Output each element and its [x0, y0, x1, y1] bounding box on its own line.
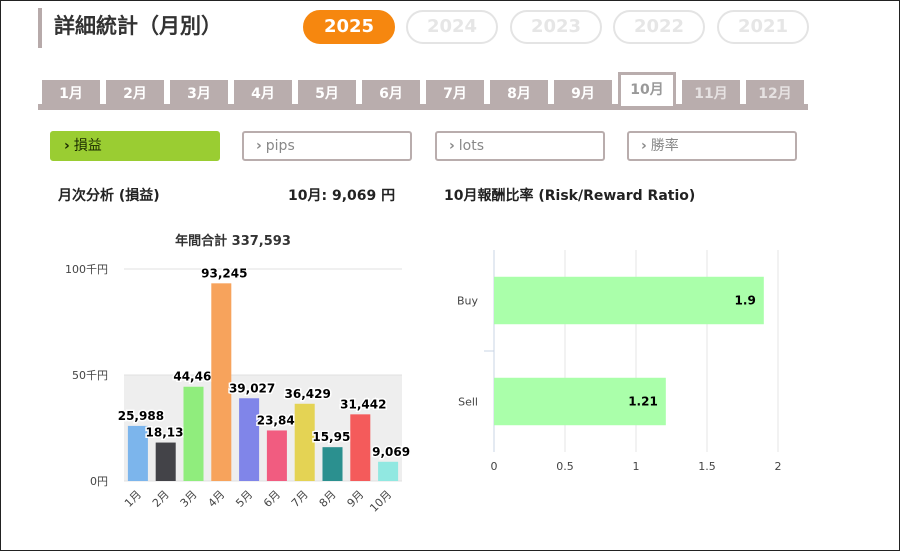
y-tick-label: 0円 — [90, 475, 108, 488]
month-tabs-baseline — [38, 104, 808, 110]
bar-Sell — [494, 377, 666, 426]
x-tick-label: 2 — [775, 460, 782, 473]
year-tab-2022[interactable]: 2022 — [613, 10, 705, 44]
x-tick-label: 7月 — [289, 488, 311, 510]
year-tab-2025[interactable]: 2025 — [303, 10, 395, 44]
month-tab-3[interactable]: 3月 — [170, 80, 228, 108]
y-tick-label: 100千円 — [65, 263, 108, 276]
bar-1月 — [127, 425, 148, 481]
metric-button-label: 損益 — [73, 138, 102, 154]
bar-4月 — [211, 283, 232, 481]
y-tick-label: 50千円 — [72, 369, 108, 382]
month-tab-9[interactable]: 9月 — [554, 80, 612, 108]
year-tab-2024[interactable]: 2024 — [406, 10, 498, 44]
data-label: 1.21 — [628, 395, 658, 409]
x-tick-label: 0.5 — [556, 460, 574, 473]
y-tick-label: Sell — [458, 396, 478, 409]
data-label: 9,069 — [372, 445, 410, 459]
x-tick-label: 2月 — [150, 488, 172, 510]
monthly-summary: 10月: 9,069 円 — [288, 188, 396, 204]
bar-9月 — [350, 414, 371, 481]
year-tab-2023[interactable]: 2023 — [510, 10, 602, 44]
chevron-right-icon: › — [641, 138, 647, 154]
bar-6月 — [266, 430, 287, 481]
x-tick-label: 1.5 — [698, 460, 716, 473]
bar-7月 — [294, 403, 315, 481]
x-tick-label: 5月 — [233, 488, 255, 510]
chart-title: 年間合計 337,593 — [175, 233, 291, 249]
year-tab-2021[interactable]: 2021 — [717, 10, 809, 44]
metric-button-label: pips — [265, 138, 295, 154]
x-tick-label: 9月 — [345, 488, 367, 510]
title-bar: 詳細統計（月別） — [38, 8, 222, 48]
data-label: 39,027 — [229, 381, 275, 395]
x-tick-label: 1月 — [122, 488, 144, 510]
x-tick-label: 1 — [633, 460, 640, 473]
month-tab-4[interactable]: 4月 — [234, 80, 292, 108]
year-tab-label: 2021 — [737, 16, 789, 37]
data-label: 1.9 — [735, 294, 756, 308]
metric-button-lots[interactable]: › lots — [435, 131, 605, 161]
month-tab-1[interactable]: 1月 — [42, 80, 100, 108]
month-tab-5[interactable]: 5月 — [298, 80, 356, 108]
bar-Buy — [494, 276, 764, 325]
bar-5月 — [239, 398, 260, 481]
x-tick-label: 3月 — [178, 488, 200, 510]
risk-reward-chart: 0 0.5 1 1.5 2 1.9 Buy 1.21 Sell — [457, 250, 782, 473]
data-label: 93,245 — [201, 266, 247, 280]
month-tab-6[interactable]: 6月 — [362, 80, 420, 108]
monthly-profit-chart: 年間合計 337,593 0円 50千円 100千円 25,988 1月 18,132 2月 4… — [65, 233, 412, 515]
data-label: 44,462 — [173, 370, 219, 384]
month-tab-2[interactable]: 2月 — [106, 80, 164, 108]
data-label: 31,442 — [340, 397, 386, 411]
x-tick-label: 8月 — [317, 488, 339, 510]
metric-button-label: 勝率 — [650, 138, 679, 154]
month-tabs: 1月 2月 3月 4月 5月 6月 7月 8月 9月 10月 11月 12月 — [38, 72, 808, 108]
year-tab-label: 2024 — [426, 16, 478, 37]
monthly-analysis-heading: 月次分析 (損益) — [58, 188, 160, 204]
data-label: 25,988 — [118, 409, 164, 423]
ratio-heading: 10月報酬比率 (Risk/Reward Ratio) — [444, 188, 696, 204]
x-tick-label: 0 — [491, 460, 498, 473]
data-label: 18,132 — [146, 426, 192, 440]
year-tab-label: 2022 — [633, 16, 685, 37]
metric-button-pips[interactable]: › pips — [242, 131, 412, 161]
bar-8月 — [322, 447, 343, 481]
x-tick-label: 10月 — [367, 488, 394, 515]
month-tab-7[interactable]: 7月 — [426, 80, 484, 108]
metric-button-label: lots — [458, 138, 485, 154]
year-tab-label: 2023 — [530, 16, 582, 37]
bar-2月 — [155, 442, 176, 481]
x-tick-label: 6月 — [261, 488, 283, 510]
bar-10月 — [378, 461, 399, 481]
chevron-right-icon: › — [256, 138, 262, 154]
page-title: 詳細統計（月別） — [54, 14, 222, 38]
metric-button-profit[interactable]: › 損益 — [50, 131, 220, 161]
data-label: 23,844 — [257, 413, 303, 427]
y-tick-label: Buy — [457, 295, 479, 308]
month-tab-11[interactable]: 11月 — [682, 80, 740, 108]
data-label: 15,955 — [312, 430, 358, 444]
bar-3月 — [183, 386, 204, 481]
x-tick-label: 4月 — [206, 488, 228, 510]
data-label: 36,429 — [285, 387, 331, 401]
chevron-right-icon: › — [64, 138, 70, 154]
chevron-right-icon: › — [449, 138, 455, 154]
month-tab-8[interactable]: 8月 — [490, 80, 548, 108]
month-tab-12[interactable]: 12月 — [746, 80, 804, 108]
metric-button-winrate[interactable]: › 勝率 — [627, 131, 797, 161]
year-tab-label: 2025 — [323, 16, 375, 37]
month-tab-10[interactable]: 10月 — [618, 72, 676, 106]
